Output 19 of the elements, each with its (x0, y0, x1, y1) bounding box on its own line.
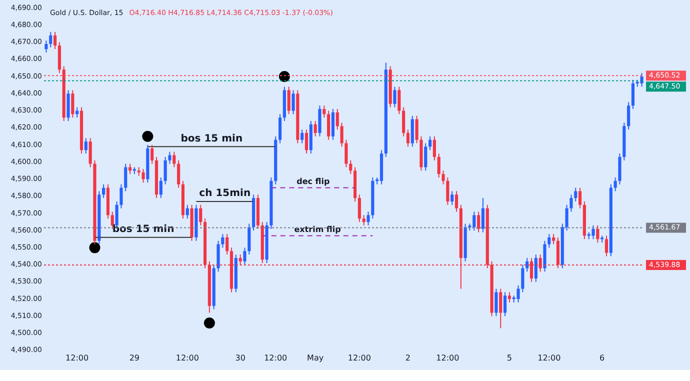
annotation: bos 15 min (180, 133, 243, 144)
x-tick-label: 2 (405, 353, 411, 362)
point (278, 70, 290, 82)
annotation: ch 15min (199, 188, 251, 200)
x-tick-label: 12:00 (348, 353, 371, 362)
x-tick-label: 5 (506, 353, 512, 362)
point (89, 242, 100, 254)
x-tick-label: May (307, 353, 324, 362)
x-tick-label: 29 (129, 353, 140, 362)
annotation: dec flip (296, 176, 330, 186)
x-tick-label: 12:00 (436, 353, 460, 362)
x-tick-label: 30 (235, 353, 246, 362)
x-tick-label: 12:00 (66, 353, 89, 362)
x-tick-label: 12:00 (264, 353, 288, 362)
x-tick-label: 12:00 (538, 353, 561, 362)
x-tick-label: 6 (600, 353, 605, 362)
point (142, 130, 154, 142)
x-tick-label: 12:00 (176, 353, 199, 362)
point (204, 318, 215, 329)
